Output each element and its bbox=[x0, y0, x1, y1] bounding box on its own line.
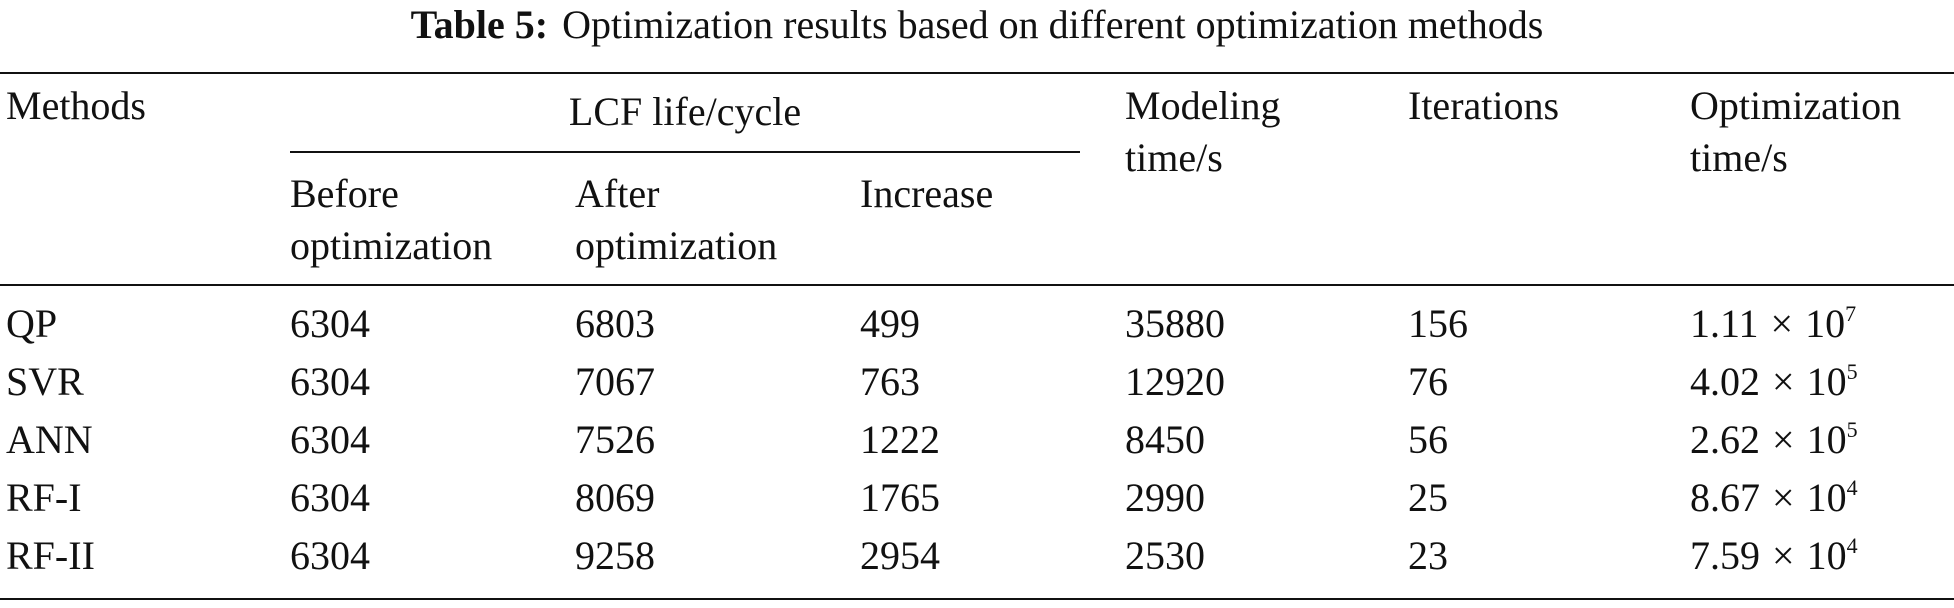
cell-modeling: 2990 bbox=[1125, 475, 1205, 520]
header-modeling-line1: Modeling bbox=[1125, 83, 1281, 128]
cell-method: ANN bbox=[6, 417, 93, 462]
table-bottom-rule bbox=[0, 598, 1954, 600]
table-top-rule bbox=[0, 72, 1954, 74]
cell-opt-time: 4.02 × 105 bbox=[1690, 358, 1858, 412]
table-caption: Table 5: Optimization results based on di… bbox=[0, 0, 1954, 62]
times-symbol: × bbox=[1772, 359, 1795, 404]
opt-exponent: 4 bbox=[1846, 533, 1858, 558]
cell-after: 6803 bbox=[575, 301, 655, 346]
cell-opt-time: 1.11 × 107 bbox=[1690, 300, 1856, 354]
header-before-line2: optimization bbox=[290, 223, 493, 268]
opt-mantissa: 1.11 bbox=[1690, 301, 1759, 346]
opt-exponent: 5 bbox=[1846, 359, 1858, 384]
header-increase: Increase bbox=[860, 171, 994, 216]
times-symbol: × bbox=[1772, 475, 1795, 520]
cell-increase: 763 bbox=[860, 359, 920, 404]
opt-exponent: 4 bbox=[1846, 475, 1858, 500]
cell-iterations: 156 bbox=[1408, 301, 1468, 346]
cell-iterations: 76 bbox=[1408, 359, 1448, 404]
cell-modeling: 8450 bbox=[1125, 417, 1205, 462]
cell-after: 7067 bbox=[575, 359, 655, 404]
opt-base: 10 bbox=[1805, 301, 1846, 346]
opt-base: 10 bbox=[1806, 475, 1847, 520]
cell-after: 7526 bbox=[575, 417, 655, 462]
header-bottom-rule bbox=[0, 284, 1954, 286]
opt-base: 10 bbox=[1806, 533, 1847, 578]
cell-method: RF-I bbox=[6, 475, 82, 520]
times-symbol: × bbox=[1772, 533, 1795, 578]
header-after-line1: After bbox=[575, 171, 660, 216]
opt-mantissa: 7.59 bbox=[1690, 533, 1760, 578]
opt-base: 10 bbox=[1806, 359, 1847, 404]
cell-before: 6304 bbox=[290, 475, 370, 520]
times-symbol: × bbox=[1772, 417, 1795, 462]
cell-iterations: 25 bbox=[1408, 475, 1448, 520]
cell-increase: 1222 bbox=[860, 417, 940, 462]
header-modeling-line2: time/s bbox=[1125, 135, 1223, 180]
cell-before: 6304 bbox=[290, 417, 370, 462]
cell-opt-time: 7.59 × 104 bbox=[1690, 532, 1858, 586]
cell-iterations: 56 bbox=[1408, 417, 1448, 462]
opt-mantissa: 2.62 bbox=[1690, 417, 1760, 462]
header-lcf-group: LCF life/cycle bbox=[568, 89, 802, 134]
cell-increase: 2954 bbox=[860, 533, 940, 578]
opt-base: 10 bbox=[1806, 417, 1847, 462]
cell-opt-time: 8.67 × 104 bbox=[1690, 474, 1858, 528]
cell-increase: 1765 bbox=[860, 475, 940, 520]
times-symbol: × bbox=[1770, 301, 1794, 346]
cell-before: 6304 bbox=[290, 301, 370, 346]
opt-mantissa: 4.02 bbox=[1690, 359, 1760, 404]
header-opt-time-line1: Optimization bbox=[1690, 83, 1902, 128]
cell-after: 9258 bbox=[575, 533, 655, 578]
cell-modeling: 2530 bbox=[1125, 533, 1205, 578]
table-caption-label: Table 5: bbox=[410, 2, 549, 47]
cell-increase: 499 bbox=[860, 301, 920, 346]
cell-method: RF-II bbox=[6, 533, 95, 578]
cell-after: 8069 bbox=[575, 475, 655, 520]
opt-exponent: 5 bbox=[1846, 417, 1858, 442]
cell-opt-time: 2.62 × 105 bbox=[1690, 416, 1858, 470]
cell-method: SVR bbox=[6, 359, 84, 404]
cell-before: 6304 bbox=[290, 359, 370, 404]
header-methods: Methods bbox=[6, 83, 146, 128]
opt-exponent: 7 bbox=[1845, 301, 1857, 326]
header-after-line2: optimization bbox=[575, 223, 778, 268]
header-opt-time-line2: time/s bbox=[1690, 135, 1788, 180]
lcf-group-rule bbox=[290, 151, 1080, 153]
cell-before: 6304 bbox=[290, 533, 370, 578]
cell-modeling: 35880 bbox=[1125, 301, 1225, 346]
cell-modeling: 12920 bbox=[1125, 359, 1225, 404]
cell-method: QP bbox=[6, 301, 58, 346]
cell-iterations: 23 bbox=[1408, 533, 1448, 578]
header-iterations: Iterations bbox=[1408, 83, 1560, 128]
table-caption-text: Optimization results based on different … bbox=[562, 2, 1544, 47]
opt-mantissa: 8.67 bbox=[1690, 475, 1760, 520]
header-before-line1: Before bbox=[290, 171, 399, 216]
